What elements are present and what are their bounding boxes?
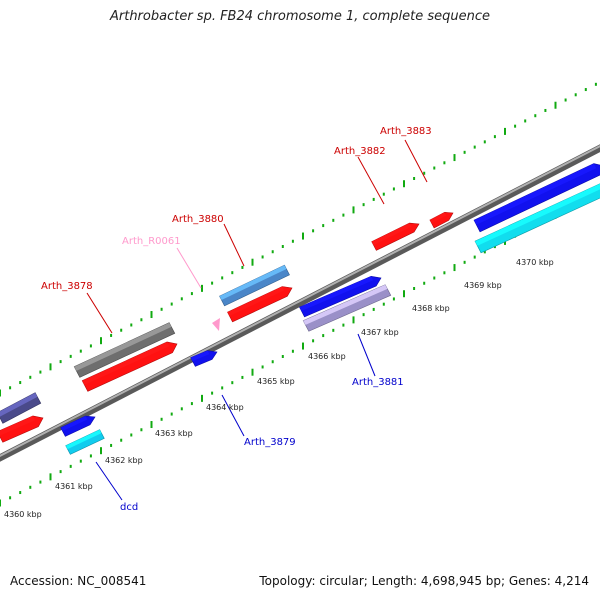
gene-feature-blue-mid[interactable] xyxy=(299,275,382,318)
gene-label-arth-3881[interactable]: Arth_3881 xyxy=(352,377,404,388)
gene-arth-3882[interactable] xyxy=(371,222,420,251)
scale-label: 4365 kbp xyxy=(257,377,295,386)
scale-label: 4368 kbp xyxy=(412,304,450,313)
scale-label: 4361 kbp xyxy=(55,482,93,491)
gene-feature-steelblue[interactable] xyxy=(219,264,290,307)
gene-features xyxy=(0,163,600,455)
gene-label-arth-3883[interactable]: Arth_3883 xyxy=(380,126,432,137)
scale-label: 4362 kbp xyxy=(105,456,143,465)
gene-feature-cyan-long[interactable] xyxy=(474,183,600,254)
scale-label: 4366 kbp xyxy=(308,352,346,361)
scale-labels: 4360 kbp 4361 kbp 4362 kbp 4363 kbp 4364… xyxy=(4,258,554,519)
gene-label-arth-3878[interactable]: Arth_3878 xyxy=(41,281,93,292)
scale-label: 4364 kbp xyxy=(206,403,244,412)
gene-arth-3880[interactable] xyxy=(227,286,293,323)
gene-label-arth-3879[interactable]: Arth_3879 xyxy=(244,437,296,448)
scale-ticks xyxy=(0,82,597,507)
gene-feature-red-2[interactable] xyxy=(0,415,44,443)
gene-arth-r0061[interactable] xyxy=(212,318,220,331)
scale-label: 4363 kbp xyxy=(155,429,193,438)
gene-feature-blue-long[interactable] xyxy=(473,163,600,233)
scale-label: 4360 kbp xyxy=(4,510,42,519)
gene-label-arth-3882[interactable]: Arth_3882 xyxy=(334,146,386,157)
gene-arth-3878[interactable] xyxy=(73,322,176,378)
topology-text: Topology: circular; Length: 4,698,945 bp… xyxy=(259,574,589,588)
label-leaders xyxy=(86,139,428,501)
gene-feature-blue-small[interactable] xyxy=(190,350,218,367)
gene-dcd[interactable] xyxy=(65,429,105,455)
gene-labels: Arth_3883 Arth_3882 Arth_3880 Arth_R0061… xyxy=(41,126,432,513)
scale-label: 4369 kbp xyxy=(464,281,502,290)
gene-feature-red-1[interactable] xyxy=(81,341,178,392)
chromosome-backbone xyxy=(0,144,600,462)
scale-label: 4367 kbp xyxy=(361,328,399,337)
gene-label-arth-3880[interactable]: Arth_3880 xyxy=(172,214,224,225)
scale-label: 4370 kbp xyxy=(516,258,554,267)
gene-feature-navy[interactable] xyxy=(0,392,42,424)
gene-label-dcd[interactable]: dcd xyxy=(120,502,138,513)
gene-feature-blue-left[interactable] xyxy=(60,415,96,437)
accession-text: Accession: NC_008541 xyxy=(10,574,147,588)
gene-label-arth-r0061[interactable]: Arth_R0061 xyxy=(122,236,181,247)
gene-arth-3883[interactable] xyxy=(429,211,454,229)
gene-arth-3881[interactable] xyxy=(302,284,392,332)
page-title: Arthrobacter sp. FB24 chromosome 1, comp… xyxy=(109,9,491,24)
